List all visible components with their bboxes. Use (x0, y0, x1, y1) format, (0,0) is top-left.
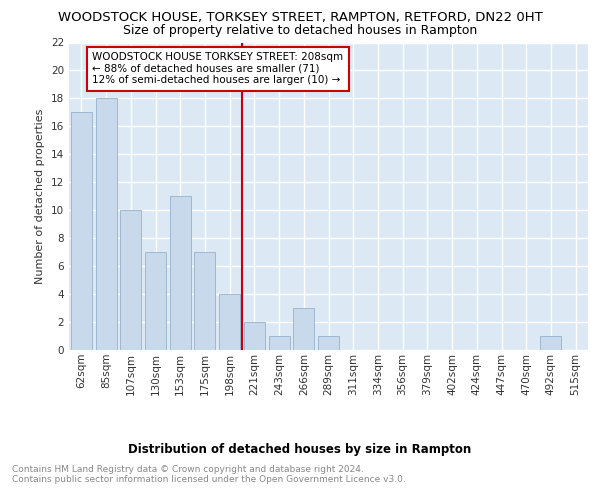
Text: Distribution of detached houses by size in Rampton: Distribution of detached houses by size … (128, 442, 472, 456)
Text: Size of property relative to detached houses in Rampton: Size of property relative to detached ho… (123, 24, 477, 37)
Bar (145, 252, 166, 350)
Y-axis label: Number of detached properties: Number of detached properties (35, 108, 46, 284)
Bar (194, 252, 215, 350)
Bar (170, 196, 191, 350)
Bar (219, 294, 240, 350)
Bar (71, 112, 92, 350)
Text: WOODSTOCK HOUSE TORKSEY STREET: 208sqm
← 88% of detached houses are smaller (71): WOODSTOCK HOUSE TORKSEY STREET: 208sqm ←… (92, 52, 344, 86)
Text: Contains HM Land Registry data © Crown copyright and database right 2024.
Contai: Contains HM Land Registry data © Crown c… (12, 465, 406, 484)
Bar (95, 98, 116, 350)
Bar (318, 336, 339, 350)
Text: WOODSTOCK HOUSE, TORKSEY STREET, RAMPTON, RETFORD, DN22 0HT: WOODSTOCK HOUSE, TORKSEY STREET, RAMPTON… (58, 11, 542, 24)
Bar (293, 308, 314, 350)
Bar (541, 336, 562, 350)
Bar (120, 210, 141, 350)
Bar (269, 336, 290, 350)
Bar (244, 322, 265, 350)
